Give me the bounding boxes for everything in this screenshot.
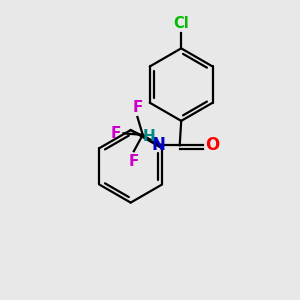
Text: H: H xyxy=(142,129,155,144)
Text: F: F xyxy=(129,154,139,169)
Text: F: F xyxy=(111,126,122,141)
Text: O: O xyxy=(205,136,220,154)
Text: N: N xyxy=(152,136,165,154)
Text: Cl: Cl xyxy=(173,16,189,32)
Text: F: F xyxy=(132,100,142,115)
